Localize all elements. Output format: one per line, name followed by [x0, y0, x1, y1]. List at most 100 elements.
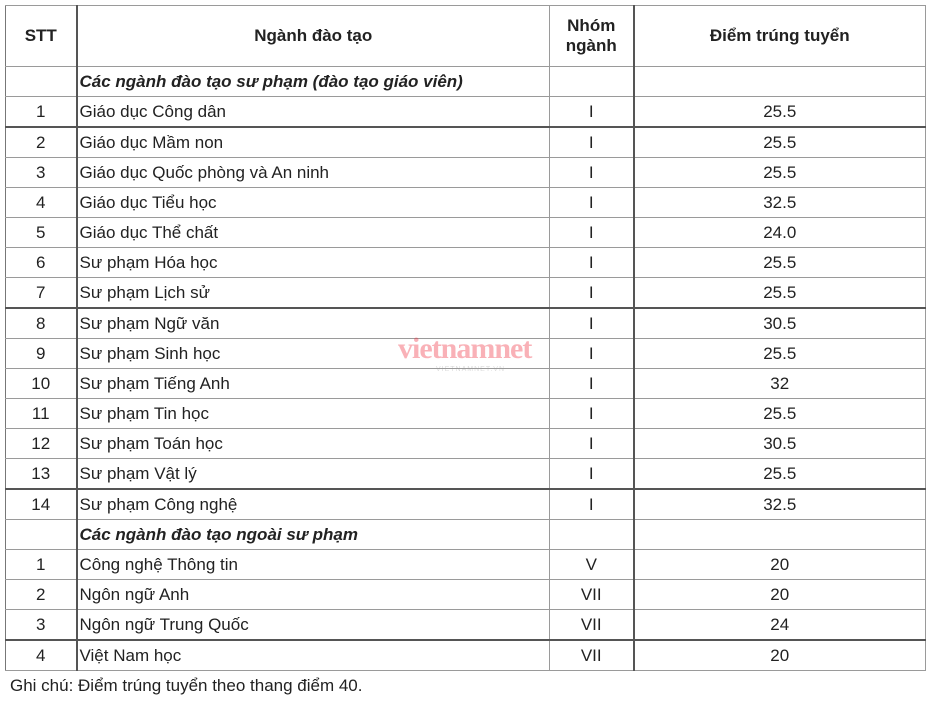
- cell-stt: 13: [5, 458, 78, 490]
- cell-nganh: Giáo dục Thể chất: [76, 217, 550, 248]
- cell-stt: 6: [5, 247, 78, 278]
- cell-stt: 2: [5, 579, 78, 610]
- section-title: Các ngành đào tạo ngoài sư phạm: [76, 519, 550, 550]
- table-header-row: STT Ngành đào tạo Nhóm ngành Điểm trúng …: [5, 5, 926, 67]
- cell-nhom: I: [549, 398, 635, 429]
- cell-stt: 12: [5, 428, 78, 459]
- cell-stt: 9: [5, 338, 78, 369]
- section-nhom: [549, 519, 635, 550]
- cell-diem: 25.5: [633, 96, 926, 128]
- cell-nganh: Sư phạm Vật lý: [76, 458, 550, 490]
- cell-nganh: Giáo dục Công dân: [76, 96, 550, 128]
- cell-nhom: I: [549, 157, 635, 188]
- cell-nhom: I: [549, 96, 635, 128]
- table-row: 10 Sư phạm Tiếng Anh I 32: [5, 368, 926, 399]
- cell-nganh: Việt Nam học: [76, 639, 550, 671]
- section-diem: [633, 66, 926, 97]
- cell-stt: 4: [5, 639, 78, 671]
- table-row: 7 Sư phạm Lịch sử I 25.5: [5, 277, 926, 309]
- cell-nganh: Sư phạm Tin học: [76, 398, 550, 429]
- cell-nganh: Sư phạm Công nghệ: [76, 488, 550, 520]
- cell-nhom: VII: [549, 639, 635, 671]
- table-row: 3 Giáo dục Quốc phòng và An ninh I 25.5: [5, 157, 926, 188]
- cell-nhom: I: [549, 458, 635, 490]
- cell-diem: 32.5: [633, 488, 926, 520]
- cell-stt: 2: [5, 126, 78, 158]
- admission-scores-table: STT Ngành đào tạo Nhóm ngành Điểm trúng …: [5, 5, 926, 671]
- header-nganh: Ngành đào tạo: [76, 5, 550, 67]
- cell-diem: 25.5: [633, 247, 926, 278]
- table-row: 14 Sư phạm Công nghệ I 32.5: [5, 488, 926, 520]
- cell-nhom: I: [549, 217, 635, 248]
- cell-nganh: Sư phạm Ngữ văn: [76, 307, 550, 339]
- cell-nhom: I: [549, 307, 635, 339]
- table-row: 2 Giáo dục Mầm non I 25.5: [5, 126, 926, 158]
- header-diem: Điểm trúng tuyển: [633, 5, 926, 67]
- cell-diem: 24.0: [633, 217, 926, 248]
- cell-nhom: I: [549, 368, 635, 399]
- cell-diem: 20: [633, 639, 926, 671]
- cell-nhom: I: [549, 428, 635, 459]
- section-diem: [633, 519, 926, 550]
- footnote: Ghi chú: Điểm trúng tuyển theo thang điể…: [10, 676, 363, 695]
- cell-diem: 20: [633, 549, 926, 580]
- cell-diem: 30.5: [633, 428, 926, 459]
- cell-diem: 25.5: [633, 277, 926, 309]
- table-row: 1 Giáo dục Công dân I 25.5: [5, 96, 926, 128]
- cell-stt: 7: [5, 277, 78, 309]
- table-row: 2 Ngôn ngữ Anh VII 20: [5, 579, 926, 610]
- cell-nhom: V: [549, 549, 635, 580]
- cell-stt: 3: [5, 609, 78, 641]
- table-row: 13 Sư phạm Vật lý I 25.5: [5, 458, 926, 490]
- cell-diem: 32.5: [633, 187, 926, 218]
- section-row: Các ngành đào tạo ngoài sư phạm: [5, 519, 926, 550]
- cell-nganh: Ngôn ngữ Anh: [76, 579, 550, 610]
- table-row: 11 Sư phạm Tin học I 25.5: [5, 398, 926, 429]
- cell-stt: 1: [5, 96, 78, 128]
- table-row: 3 Ngôn ngữ Trung Quốc VII 24: [5, 609, 926, 641]
- table-row: 6 Sư phạm Hóa học I 25.5: [5, 247, 926, 278]
- cell-nhom: VII: [549, 579, 635, 610]
- cell-diem: 25.5: [633, 157, 926, 188]
- cell-nganh: Sư phạm Toán học: [76, 428, 550, 459]
- cell-nganh: Sư phạm Hóa học: [76, 247, 550, 278]
- cell-diem: 25.5: [633, 398, 926, 429]
- cell-nhom: VII: [549, 609, 635, 641]
- cell-diem: 30.5: [633, 307, 926, 339]
- table-row: 4 Việt Nam học VII 20: [5, 639, 926, 671]
- cell-nganh: Sư phạm Sinh học: [76, 338, 550, 369]
- cell-nganh: Ngôn ngữ Trung Quốc: [76, 609, 550, 641]
- cell-diem: 32: [633, 368, 926, 399]
- table-row: 8 Sư phạm Ngữ văn I 30.5: [5, 307, 926, 339]
- cell-nhom: I: [549, 277, 635, 309]
- cell-stt: 8: [5, 307, 78, 339]
- section-nhom: [549, 66, 635, 97]
- cell-nhom: I: [549, 488, 635, 520]
- section-title: Các ngành đào tạo sư phạm (đào tạo giáo …: [76, 66, 550, 97]
- section-stt: [5, 519, 78, 550]
- cell-stt: 11: [5, 398, 78, 429]
- cell-stt: 14: [5, 488, 78, 520]
- cell-nganh: Giáo dục Quốc phòng và An ninh: [76, 157, 550, 188]
- cell-stt: 3: [5, 157, 78, 188]
- table-row: 1 Công nghệ Thông tin V 20: [5, 549, 926, 580]
- cell-nganh: Sư phạm Tiếng Anh: [76, 368, 550, 399]
- cell-nganh: Giáo dục Mầm non: [76, 126, 550, 158]
- cell-nganh: Giáo dục Tiểu học: [76, 187, 550, 218]
- table-row: 5 Giáo dục Thể chất I 24.0: [5, 217, 926, 248]
- cell-nhom: I: [549, 247, 635, 278]
- cell-nganh: Sư phạm Lịch sử: [76, 277, 550, 309]
- cell-nhom: I: [549, 187, 635, 218]
- section-stt: [5, 66, 78, 97]
- cell-nhom: I: [549, 126, 635, 158]
- cell-stt: 5: [5, 217, 78, 248]
- cell-stt: 4: [5, 187, 78, 218]
- table-row: 12 Sư phạm Toán học I 30.5: [5, 428, 926, 459]
- section-row: Các ngành đào tạo sư phạm (đào tạo giáo …: [5, 66, 926, 97]
- cell-diem: 25.5: [633, 338, 926, 369]
- cell-diem: 25.5: [633, 126, 926, 158]
- header-stt: STT: [5, 5, 78, 67]
- header-nhom: Nhóm ngành: [549, 5, 635, 67]
- table-row: 9 Sư phạm Sinh học I 25.5: [5, 338, 926, 369]
- cell-nhom: I: [549, 338, 635, 369]
